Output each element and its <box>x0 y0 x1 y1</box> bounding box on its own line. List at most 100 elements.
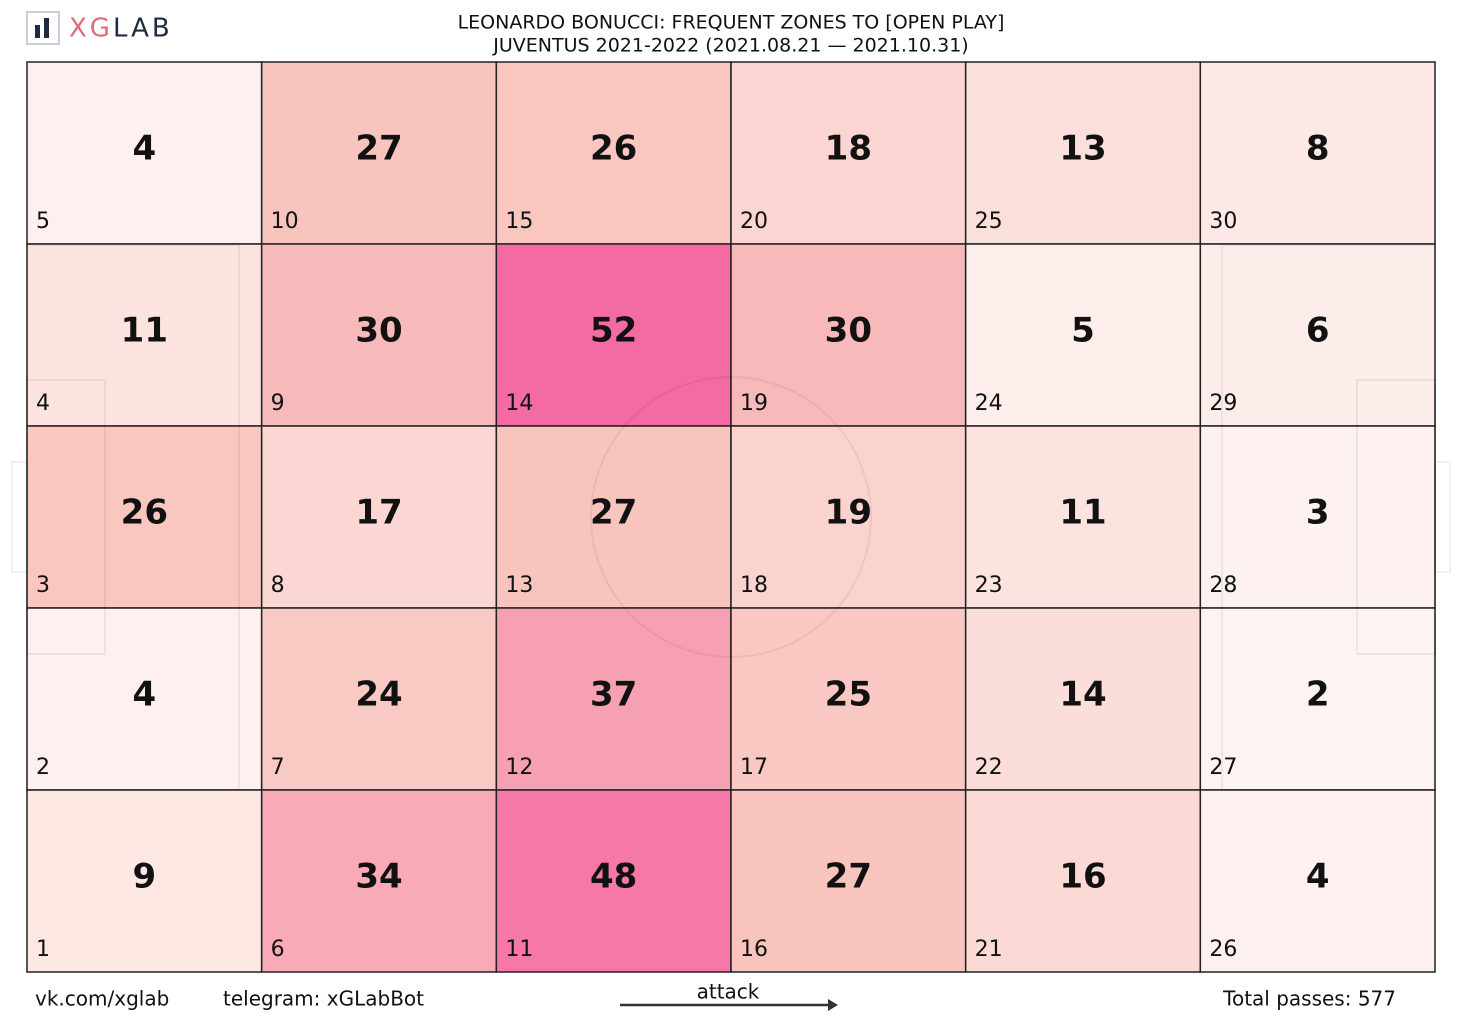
cell-value: 26 <box>590 129 637 169</box>
zone-label: 14 <box>505 391 533 416</box>
footer-text: telegram: xGLabBot <box>223 987 424 1011</box>
cell-value: 27 <box>355 129 402 169</box>
heat-cell <box>730 243 967 427</box>
zone-label: 20 <box>740 209 768 234</box>
zone-label: 1 <box>36 937 50 962</box>
heat-cell <box>964 789 1202 973</box>
logo-frame <box>26 11 60 45</box>
cell-value: 16 <box>1059 857 1106 897</box>
zone-label: 3 <box>36 573 50 598</box>
zone-label: 9 <box>271 391 285 416</box>
heat-cell <box>26 425 263 609</box>
heat-cell <box>26 243 263 427</box>
heat-cell <box>1199 425 1436 609</box>
zone-label: 18 <box>740 573 768 598</box>
cell-value: 9 <box>132 857 156 897</box>
heat-cell <box>964 243 1202 427</box>
cell-value: 2 <box>1306 675 1330 715</box>
heat-cell <box>495 425 732 609</box>
logo-bar <box>44 18 49 38</box>
heat-cell <box>730 61 967 245</box>
cell-value: 11 <box>1059 493 1106 533</box>
footer-text: Total passes: 577 <box>1222 987 1396 1011</box>
heat-cell <box>26 607 263 791</box>
zone-label: 30 <box>1209 209 1237 234</box>
logo-text: XG <box>69 14 113 44</box>
cell-value: 24 <box>355 675 402 715</box>
cell-value: 17 <box>355 493 402 533</box>
cell-value: 18 <box>825 129 872 169</box>
zone-label: 25 <box>975 209 1003 234</box>
cell-value: 34 <box>355 857 402 897</box>
heat-cell <box>964 61 1202 245</box>
chart-title: LEONARDO BONUCCI: FREQUENT ZONES TO [OPE… <box>458 12 1005 34</box>
zone-label: 27 <box>1209 755 1237 780</box>
cell-value: 4 <box>132 129 156 169</box>
heat-cell <box>1199 61 1436 245</box>
cell-value: 14 <box>1059 675 1106 715</box>
logo-bar <box>35 25 40 38</box>
heat-cell <box>730 425 967 609</box>
heatmap: 4527102615182013258301143095214301952462… <box>26 61 1436 973</box>
zone-label: 23 <box>975 573 1003 598</box>
cell-value: 5 <box>1071 311 1095 351</box>
zone-label: 19 <box>740 391 768 416</box>
direction-label: attack <box>697 980 760 1004</box>
logo-text: LAB <box>113 14 173 44</box>
cell-value: 6 <box>1306 311 1330 351</box>
zone-label: 10 <box>271 209 299 234</box>
cell-value: 19 <box>825 493 872 533</box>
heat-cell <box>495 243 732 427</box>
heat-cell <box>26 61 263 245</box>
cell-value: 27 <box>590 493 637 533</box>
zone-label: 28 <box>1209 573 1237 598</box>
zone-label: 6 <box>271 937 285 962</box>
zone-label: 16 <box>740 937 768 962</box>
heat-cell <box>260 425 498 609</box>
zone-label: 2 <box>36 755 50 780</box>
zone-label: 5 <box>36 209 50 234</box>
heat-cell <box>730 607 967 791</box>
heat-cell <box>260 607 498 791</box>
cell-value: 52 <box>590 311 637 351</box>
heat-cell <box>1199 243 1436 427</box>
cell-value: 13 <box>1059 129 1106 169</box>
heat-cell <box>495 789 732 973</box>
direction-arrowhead <box>828 999 838 1011</box>
heat-cell <box>964 425 1202 609</box>
cell-value: 30 <box>355 311 402 351</box>
cell-value: 4 <box>1306 857 1330 897</box>
cell-value: 11 <box>121 311 168 351</box>
chart-subtitle: JUVENTUS 2021-2022 (2021.08.21 — 2021.10… <box>492 35 968 57</box>
zone-label: 11 <box>505 937 533 962</box>
cell-value: 26 <box>121 493 168 533</box>
zone-label: 29 <box>1209 391 1237 416</box>
heat-cell <box>1199 789 1436 973</box>
zone-label: 26 <box>1209 937 1237 962</box>
pitch-lines <box>11 62 1451 972</box>
cell-value: 30 <box>825 311 872 351</box>
heat-cell <box>495 61 732 245</box>
zone-label: 24 <box>975 391 1003 416</box>
cell-value: 4 <box>132 675 156 715</box>
cell-value: 25 <box>825 675 872 715</box>
zone-label: 7 <box>271 755 285 780</box>
cell-value: 8 <box>1306 129 1330 169</box>
footer-text: vk.com/xglab <box>35 987 169 1011</box>
zone-label: 8 <box>271 573 285 598</box>
heat-cell <box>26 789 263 973</box>
zone-label: 13 <box>505 573 533 598</box>
cell-value: 48 <box>590 857 637 897</box>
cell-value: 37 <box>590 675 637 715</box>
heat-cell <box>260 789 498 973</box>
cell-value: 3 <box>1306 493 1330 533</box>
heat-cell <box>495 607 732 791</box>
zone-label: 22 <box>975 755 1003 780</box>
cell-value: 27 <box>825 857 872 897</box>
heat-cell <box>260 243 498 427</box>
zone-label: 12 <box>505 755 533 780</box>
zone-label: 15 <box>505 209 533 234</box>
zone-label: 21 <box>975 937 1003 962</box>
zone-label: 17 <box>740 755 768 780</box>
